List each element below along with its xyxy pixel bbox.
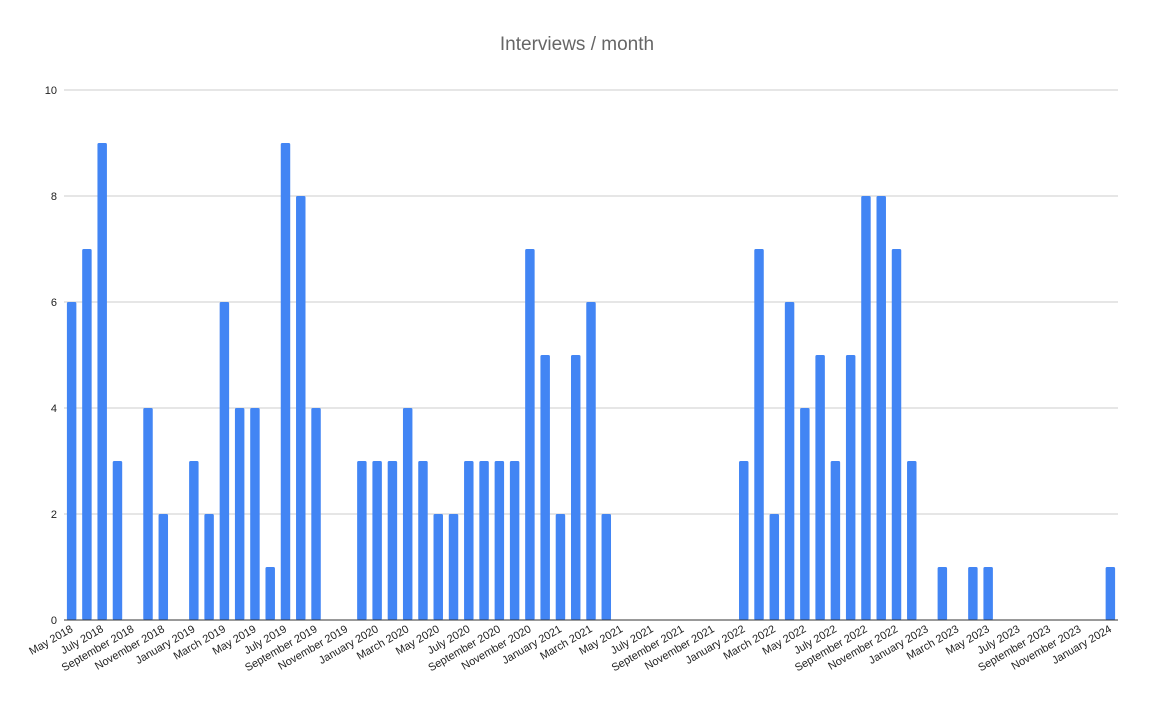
bar [937,567,948,620]
bar [769,514,780,620]
bar [357,461,367,620]
y-tick-label: 2 [51,509,57,521]
bar [372,461,382,620]
y-tick-label: 8 [51,191,57,203]
bar [739,461,749,620]
bar [433,514,443,620]
y-tick-label: 0 [51,615,57,627]
bar [845,355,856,620]
bars [66,143,1116,620]
bar [891,249,902,620]
y-tick-label: 4 [51,403,57,415]
bar [311,408,321,620]
bar [540,355,550,620]
bar [204,514,214,620]
bar [250,408,260,620]
bar [265,567,275,620]
bar [907,461,917,620]
bar [189,461,199,620]
bar [525,249,535,620]
bar [800,408,810,620]
bar [112,461,123,620]
y-tick-label: 10 [45,85,57,97]
bar [234,408,245,620]
bar [570,355,581,620]
bar [1105,567,1116,620]
y-tick-label: 6 [51,297,57,309]
bar [418,461,428,620]
bar [586,302,596,620]
y-axis-ticks: 0 2 4 6 8 10 [45,85,57,627]
bar [815,355,825,620]
bar [479,461,489,620]
bar [601,514,612,620]
bar [448,514,459,620]
bar [280,143,291,620]
bar [830,461,841,620]
bar [387,461,398,620]
bar [97,143,107,620]
bar [754,249,764,620]
bar [158,514,169,620]
bar [555,514,566,620]
bar [983,567,993,620]
bar [494,461,505,620]
bar [402,408,413,620]
bar [66,302,77,620]
bar [968,567,978,620]
bar [143,408,153,620]
bar [296,196,306,620]
bar [82,249,92,620]
bar [784,302,795,620]
bar [464,461,474,620]
bar [219,302,230,620]
bar [876,196,886,620]
bar [861,196,871,620]
bar [509,461,520,620]
chart-title: Interviews / month [499,34,655,55]
